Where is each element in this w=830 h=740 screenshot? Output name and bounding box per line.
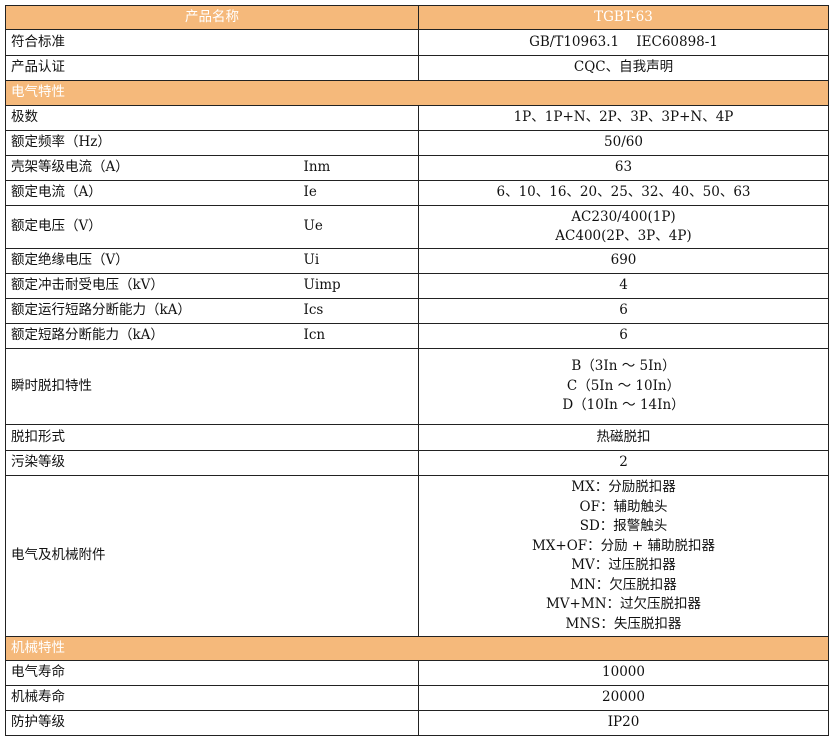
value-line: MX：分励脱扣器 bbox=[571, 479, 676, 495]
row-symbol: Ue bbox=[298, 205, 419, 249]
table-row: 额定冲击耐受电压（kV） Uimp 4 bbox=[5, 273, 829, 299]
value-line: MN：欠压脱扣器 bbox=[570, 576, 677, 593]
row-symbol: Inm bbox=[298, 155, 419, 181]
value-line: C（5In ～ 10In） bbox=[566, 377, 681, 394]
row-value: IP20 bbox=[418, 710, 829, 736]
row-label: 额定电压（V） bbox=[5, 205, 299, 249]
row-symbol: Ui bbox=[298, 248, 419, 274]
row-symbol: Icn bbox=[298, 323, 419, 349]
table-row: 额定运行短路分断能力（kA） Ics 6 bbox=[5, 298, 829, 324]
table-row: 额定短路分断能力（kA） Icn 6 bbox=[5, 323, 829, 349]
row-label: 额定电流（A） bbox=[5, 180, 299, 206]
row-label: 极数 bbox=[5, 105, 299, 131]
table-row: 防护等级 IP20 bbox=[5, 710, 829, 736]
row-label: 瞬时脱扣特性 bbox=[5, 348, 299, 425]
row-label: 符合标准 bbox=[5, 29, 419, 56]
row-value: GB/T10963.1 IEC60898-1 bbox=[418, 29, 829, 56]
row-symbol bbox=[298, 424, 419, 451]
row-value: 1P、1P+N、2P、3P、3P+N、4P bbox=[418, 105, 829, 131]
row-label: 额定短路分断能力（kA） bbox=[5, 323, 299, 349]
row-value: 6 bbox=[418, 298, 829, 324]
table-row: 机械寿命 20000 bbox=[5, 685, 829, 711]
row-value: B（3In ～ 5In） C（5In ～ 10In） D（10In ～ 14In） bbox=[418, 348, 829, 425]
row-value: 热磁脱扣 bbox=[418, 424, 829, 451]
row-label: 壳架等级电流（A） bbox=[5, 155, 299, 181]
row-symbol: Uimp bbox=[298, 273, 419, 299]
value-line: MNS：失压脱扣器 bbox=[565, 615, 682, 632]
value-line: SD：报警触头 bbox=[579, 518, 668, 534]
value-line: MV：过压脱扣器 bbox=[571, 557, 676, 573]
header-name-label: 产品名称 bbox=[5, 5, 419, 30]
table-row: 额定绝缘电压（V） Ui 690 bbox=[5, 248, 829, 274]
row-value: AC230/400(1P) AC400(2P、3P、4P) bbox=[418, 205, 829, 249]
value-line: D（10In ～ 14In） bbox=[562, 397, 685, 414]
row-symbol: Ie bbox=[298, 180, 419, 206]
section-row: 电气特性 bbox=[5, 80, 829, 106]
row-symbol bbox=[298, 130, 419, 156]
row-symbol bbox=[298, 105, 419, 131]
table-row: 电气及机械附件 MX：分励脱扣器 OF：辅助触头 SD：报警触头 MX+OF：分励 + … bbox=[5, 475, 829, 637]
row-label: 电气及机械附件 bbox=[5, 475, 299, 637]
table-row: 符合标准 GB/T10963.1 IEC60898-1 bbox=[5, 29, 829, 56]
value-line: MV+MN：过欠压脱扣器 bbox=[545, 596, 702, 612]
section-row: 机械特性 bbox=[5, 636, 829, 661]
table-row: 瞬时脱扣特性 B（3In ～ 5In） C（5In ～ 10In） D（10In ～ … bbox=[5, 348, 829, 425]
row-label: 污染等级 bbox=[5, 450, 299, 476]
row-label: 脱扣形式 bbox=[5, 424, 299, 451]
header-model: TGBT-63 bbox=[418, 5, 829, 30]
table-row: 额定频率（Hz） 50/60 bbox=[5, 130, 829, 156]
row-value: MX：分励脱扣器 OF：辅助触头 SD：报警触头 MX+OF：分励 + 辅助脱扣器 MV… bbox=[418, 475, 829, 637]
section-electrical: 电气特性 bbox=[5, 80, 829, 106]
table-row: 污染等级 2 bbox=[5, 450, 829, 476]
value-line: B（3In ～ 5In） bbox=[571, 358, 676, 375]
row-value: 10000 bbox=[418, 660, 829, 686]
row-label: 额定冲击耐受电压（kV） bbox=[5, 273, 299, 299]
row-value: 6、10、16、20、25、32、40、50、63 bbox=[418, 180, 829, 206]
row-symbol: Ics bbox=[298, 298, 419, 324]
row-value: CQC、自我声明 bbox=[418, 55, 829, 81]
row-symbol bbox=[298, 348, 419, 425]
header-row: 产品名称 TGBT-63 bbox=[5, 5, 829, 30]
row-value: 63 bbox=[418, 155, 829, 181]
value-line: MX+OF：分励 + 辅助脱扣器 bbox=[531, 537, 716, 554]
table-row: 脱扣形式 热磁脱扣 bbox=[5, 424, 829, 451]
spec-table: 产品名称 TGBT-63 符合标准 GB/T10963.1 IEC60898-1… bbox=[5, 5, 829, 736]
row-label: 额定绝缘电压（V） bbox=[5, 248, 299, 274]
row-label: 机械寿命 bbox=[5, 685, 419, 711]
row-label: 产品认证 bbox=[5, 55, 419, 81]
table-row: 额定电流（A） Ie 6、10、16、20、25、32、40、50、63 bbox=[5, 180, 829, 206]
table-row: 额定电压（V） Ue AC230/400(1P) AC400(2P、3P、4P) bbox=[5, 205, 829, 249]
table-row: 壳架等级电流（A） Inm 63 bbox=[5, 155, 829, 181]
table-row: 电气寿命 10000 bbox=[5, 660, 829, 686]
value-line: AC230/400(1P) bbox=[571, 208, 676, 225]
row-value: 6 bbox=[418, 323, 829, 349]
row-value: 4 bbox=[418, 273, 829, 299]
row-value: 690 bbox=[418, 248, 829, 274]
row-label: 额定频率（Hz） bbox=[5, 130, 299, 156]
row-label: 电气寿命 bbox=[5, 660, 419, 686]
row-label: 防护等级 bbox=[5, 710, 419, 736]
table-row: 产品认证 CQC、自我声明 bbox=[5, 55, 829, 81]
row-value: 20000 bbox=[418, 685, 829, 711]
value-line: AC400(2P、3P、4P) bbox=[555, 228, 692, 244]
row-symbol bbox=[298, 450, 419, 476]
row-label: 额定运行短路分断能力（kA） bbox=[5, 298, 299, 324]
row-value: 2 bbox=[418, 450, 829, 476]
row-value: 50/60 bbox=[418, 130, 829, 156]
table-row: 极数 1P、1P+N、2P、3P、3P+N、4P bbox=[5, 105, 829, 131]
value-line: OF：辅助触头 bbox=[579, 498, 668, 515]
row-symbol bbox=[298, 475, 419, 637]
section-mechanical: 机械特性 bbox=[5, 636, 829, 661]
